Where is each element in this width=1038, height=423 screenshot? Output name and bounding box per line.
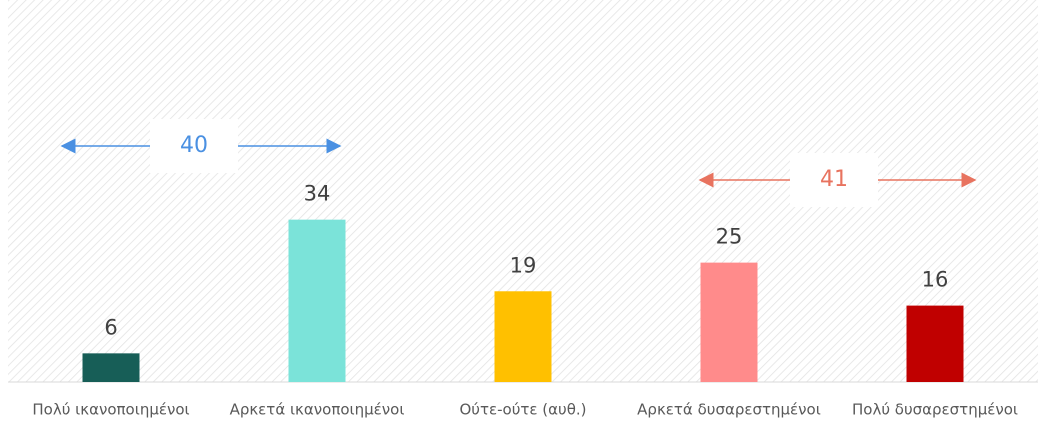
x-tick-label: Πολύ δυσαρεστημένοι	[852, 401, 1018, 419]
bar	[700, 262, 758, 382]
value-label: 6	[104, 315, 117, 339]
annotation-box	[150, 119, 238, 173]
annotation: 41	[820, 167, 848, 192]
bar	[82, 353, 140, 382]
bar	[494, 291, 552, 382]
value-label: 19	[510, 253, 537, 277]
x-tick-label: Αρκετά δυσαρεστημένοι	[637, 401, 821, 419]
value-label: 16	[922, 268, 949, 292]
x-tick-label: Πολύ ικανοποιημένοι	[32, 401, 189, 419]
annotation: 40	[180, 133, 208, 158]
bar	[906, 305, 964, 382]
annotation-box	[790, 153, 878, 207]
bar	[288, 219, 346, 382]
x-tick-label: Αρκετά ικανοποιημένοι	[230, 401, 405, 419]
value-label: 34	[304, 182, 331, 206]
value-label: 25	[716, 225, 743, 249]
x-tick-label: Ούτε-ούτε (αυθ.)	[459, 401, 586, 419]
